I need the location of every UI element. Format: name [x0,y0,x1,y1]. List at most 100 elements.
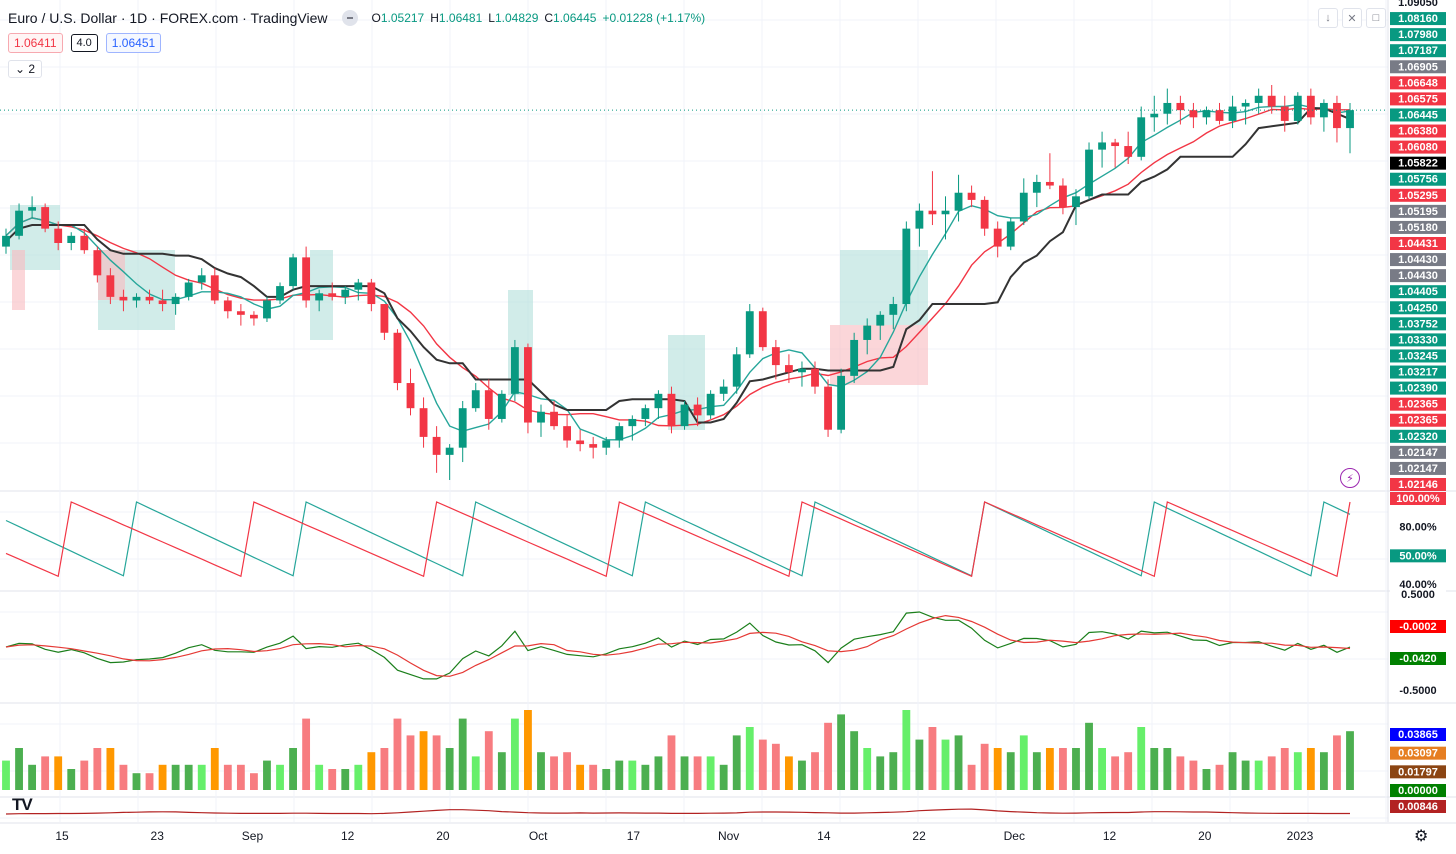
price-scale-label-bg [1390,445,1446,459]
x-axis-tick-label: 22 [912,829,926,843]
candle-body [798,368,806,373]
candle-body [67,235,76,243]
symbol-title[interactable]: Euro / U.S. Dollar · 1D · FOREX.com · Tr… [8,10,328,26]
candle-body [941,210,950,215]
candle-body [132,296,141,301]
candle-body [250,314,258,319]
candle-body [1032,181,1041,193]
volatility-bar [341,769,350,790]
volatility-bar [119,764,128,790]
volatility-bar [289,748,297,790]
price-scale-label: 0.00846 [1398,801,1438,813]
candle-body [1059,185,1067,208]
volatility-bar [1085,722,1093,790]
price-scale-label: 1.05756 [1398,174,1438,186]
candle-body [106,275,115,297]
volatility-bar [1163,748,1172,790]
price-scale-label: 1.03752 [1398,318,1438,330]
volatility-bar [328,769,337,790]
maximize-icon[interactable]: □ [1366,8,1386,28]
candle-body [811,368,819,387]
price-scale-label: 1.02365 [1398,415,1438,427]
x-axis-tick-label: 20 [436,829,450,843]
candle-body [2,235,10,247]
volatility-bar [458,718,467,790]
volatility-bar [393,718,402,790]
volatility-bar [484,731,493,790]
price-scale-label-bg [1390,204,1446,218]
price-scale-label: 1.02390 [1398,383,1438,395]
candle-body [1111,142,1120,147]
collapse-indicators-button[interactable]: ⌄ 2 [8,60,43,78]
candle-body [1137,117,1146,157]
candle-body [158,300,167,305]
gear-icon[interactable]: ⚙ [1414,828,1429,845]
volatility-bar [380,748,389,790]
volatility-bar [837,714,846,790]
collapse-icon[interactable]: ✕ [1342,8,1362,28]
volatility-bar [784,756,793,790]
high-value: 1.06481 [438,11,483,25]
candle-body [1228,106,1237,121]
candle-body [263,300,271,319]
price-scale-label-bg [1390,76,1446,90]
volatility-bar [1228,752,1237,790]
price-scale-label-bg [1390,253,1446,267]
candle-body [471,390,480,409]
candle-body [1098,142,1106,150]
x-axis-tick-label: 12 [1103,829,1117,843]
price-scale-label-bg [1390,492,1446,505]
volatility-bar [693,756,702,790]
price-scale-label-bg [1390,478,1446,491]
price-scale-label-bg [1390,28,1446,42]
price-scale-label-bg [1390,92,1446,106]
volatility-bar [250,773,258,790]
volatility-bar [54,756,63,790]
volatility-bar [132,773,141,790]
price-scale-label-bg [1390,140,1446,154]
volatility-bar [510,718,519,790]
lightning-icon[interactable]: ⚡ [1340,468,1360,488]
volatility-bar [367,752,376,790]
candle-body [432,436,441,455]
candle-body [1306,95,1315,118]
price-scale-label: 1.06648 [1398,77,1438,89]
volatility-bar [419,731,428,790]
volatility-bar [354,764,363,790]
candle-body [758,311,767,348]
x-axis-tick-label: Oct [529,829,548,843]
candle-body [419,408,428,437]
price-scale-label: 100.00% [1396,493,1440,505]
candle-body [680,404,689,427]
volatility-bar [654,756,663,790]
volatility-bar [967,764,976,790]
price-scale-label: 1.05295 [1398,190,1438,202]
volatility-bar [302,718,311,790]
arrow-down-icon[interactable]: ↓ [1318,8,1338,28]
price-scale-label-bg [1390,44,1446,58]
candle-body [119,296,128,301]
candle-body [1202,110,1211,118]
low-value: 1.04829 [494,11,539,25]
buy-button[interactable]: 1.06451 [105,33,162,53]
eye-icon[interactable] [341,10,358,26]
volatility-bar [628,760,637,790]
price-scale-label-bg [1390,765,1446,779]
aroon-down-line [5,501,1351,578]
price-scale-label: 1.06905 [1398,61,1438,73]
price-scale-label-bg [1390,301,1446,315]
sell-button[interactable]: 1.06411 [8,33,63,53]
price-scale-label: 1.02365 [1398,399,1438,411]
change-value: +0.01228 (+1.17%) [602,11,706,25]
price-scale-label: 0.00000 [1398,785,1438,797]
price-scale-label: 1.06380 [1398,126,1438,138]
price-scale-label-bg [1390,728,1446,741]
price-scale-label: 1.06445 [1398,109,1438,121]
price-scale-label: 1.03245 [1398,350,1438,362]
price-scale-label-bg [1390,800,1446,813]
candle-body [1150,113,1159,118]
candle-body [550,411,558,427]
x-axis-tick-label: 23 [151,829,165,843]
open-label: O [371,11,381,25]
